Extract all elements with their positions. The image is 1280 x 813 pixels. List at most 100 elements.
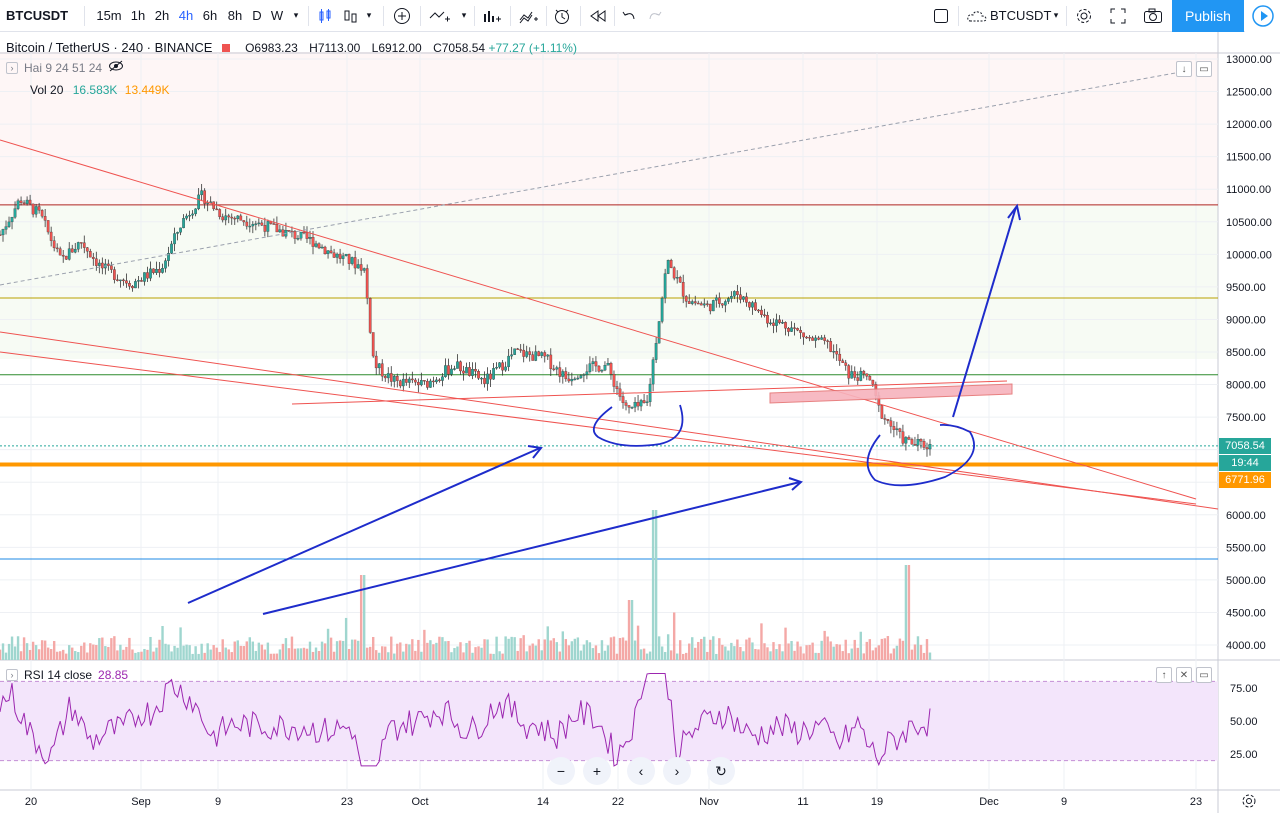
candle-body (832, 351, 836, 353)
candle-body (687, 301, 691, 304)
candle (537, 350, 541, 357)
candle (624, 399, 628, 411)
camera-icon[interactable] (1140, 0, 1166, 31)
candle-body (651, 359, 655, 385)
trend-line-2[interactable] (0, 351, 1197, 505)
candle-body (766, 315, 769, 324)
candle (420, 372, 423, 387)
candles-chart-type-icon[interactable] (314, 0, 336, 31)
symbol-title[interactable]: Bitcoin / TetherUS · 240 · BINANCE (6, 40, 213, 55)
arrow-head[interactable] (527, 445, 543, 459)
trend-line-0[interactable] (0, 139, 1197, 500)
undo-icon[interactable] (618, 0, 640, 31)
candle (681, 274, 685, 304)
chevron-down-icon[interactable]: ▾ (1053, 10, 1059, 20)
price-axis-label: 9000.00 (1226, 314, 1266, 326)
trend-line-3[interactable] (291, 380, 1008, 405)
candle-body (4, 226, 8, 230)
chevron-down-icon[interactable]: ▾ (293, 10, 299, 20)
candle-body (817, 337, 820, 340)
compare-indicator-icon[interactable] (426, 0, 454, 31)
volume-bar (585, 640, 589, 660)
candle (862, 369, 866, 379)
volume-bar (468, 640, 471, 660)
interval-2h[interactable]: 2h (154, 8, 170, 23)
candle-body (0, 234, 2, 236)
chart-canvas[interactable]: 13000.00 12500.00 12000.00 11500.00 11000.00… (0, 32, 1280, 813)
chevron-down-icon[interactable]: ▾ (461, 10, 467, 20)
candle (212, 201, 216, 211)
arrow-line[interactable] (187, 447, 541, 604)
interval-d[interactable]: D (252, 8, 262, 23)
arrow-up-icon[interactable]: ↑ (1156, 667, 1172, 683)
scroll-right-button[interactable]: › (663, 757, 691, 785)
interval-8h[interactable]: 8h (227, 8, 243, 23)
symbol-search[interactable]: BTCUSDT (6, 8, 69, 23)
rsi-label[interactable]: RSI 14 close (24, 668, 93, 682)
eye-hidden-icon[interactable] (108, 60, 124, 75)
interval-1h[interactable]: 1h (130, 8, 146, 23)
highlight-curve[interactable] (592, 404, 684, 447)
templates-icon[interactable] (516, 0, 542, 31)
maximize-pane-icon[interactable]: ▭ (1196, 61, 1212, 77)
candle-body (525, 351, 529, 357)
arrow-line[interactable] (262, 481, 801, 615)
replay-icon[interactable] (586, 0, 610, 31)
indicator-label[interactable]: Hai 9 24 51 24 (24, 60, 103, 75)
volume-bar (877, 645, 881, 660)
interval-w[interactable]: W (270, 8, 284, 23)
saved-layout-name[interactable]: BTCUSDT (990, 8, 1052, 23)
resistance-zone[interactable] (769, 383, 1013, 404)
close-icon[interactable]: ✕ (1176, 667, 1192, 683)
volume-bar (212, 645, 215, 660)
maximize-pane-icon[interactable]: ▭ (1196, 667, 1212, 683)
highlight-curve[interactable] (866, 423, 975, 487)
scroll-left-button[interactable]: ‹ (627, 757, 655, 785)
indicators-add-icon[interactable] (390, 0, 414, 31)
candle-body (799, 330, 802, 333)
chevron-down-icon[interactable]: ▾ (366, 10, 372, 20)
redo-icon[interactable] (644, 0, 666, 31)
arrow-head[interactable] (788, 477, 803, 491)
interval-4h[interactable]: 4h (178, 8, 194, 23)
candle (621, 391, 625, 409)
zoom-out-button[interactable]: − (547, 757, 575, 785)
volume-bar (441, 637, 444, 660)
zone-shade (0, 52, 1218, 204)
fullscreen-icon[interactable] (1106, 0, 1130, 31)
vol-label[interactable]: Vol 20 (30, 83, 64, 97)
candle (416, 378, 420, 393)
candle (609, 361, 613, 380)
candle (386, 367, 390, 384)
volume-bar (40, 640, 44, 660)
layout-square-icon[interactable] (930, 0, 952, 31)
zoom-in-button[interactable]: + (583, 757, 611, 785)
collapse-toggle[interactable]: › (6, 61, 18, 74)
trend-line-1[interactable] (0, 331, 1219, 510)
arrow-down-icon[interactable]: ↓ (1176, 61, 1192, 77)
candle-body (630, 407, 634, 409)
candle (395, 373, 399, 388)
volume-bar (829, 641, 832, 660)
interval-15m[interactable]: 15m (96, 8, 122, 23)
divider (546, 6, 547, 26)
candle (498, 362, 501, 369)
arrow-head[interactable] (1007, 203, 1021, 221)
trend-line-4[interactable] (0, 69, 1193, 286)
collapse-toggle[interactable]: › (6, 669, 18, 681)
gear-icon[interactable] (1072, 0, 1096, 31)
play-icon[interactable] (1245, 0, 1280, 32)
reset-chart-button[interactable]: ↻ (707, 757, 735, 785)
candle-body (534, 351, 538, 361)
gear-icon[interactable] (1238, 791, 1260, 811)
publish-button[interactable]: Publish (1172, 0, 1244, 32)
arrow-line[interactable] (952, 206, 1017, 418)
alert-clock-icon[interactable] (550, 0, 574, 31)
candle-body (522, 349, 526, 357)
bar-chart-type-icon[interactable] (340, 0, 362, 31)
interval-6h[interactable]: 6h (202, 8, 218, 23)
candle (495, 362, 498, 370)
cloud-icon[interactable] (964, 0, 990, 31)
financials-icon[interactable] (480, 0, 504, 31)
candle-body (218, 209, 222, 217)
